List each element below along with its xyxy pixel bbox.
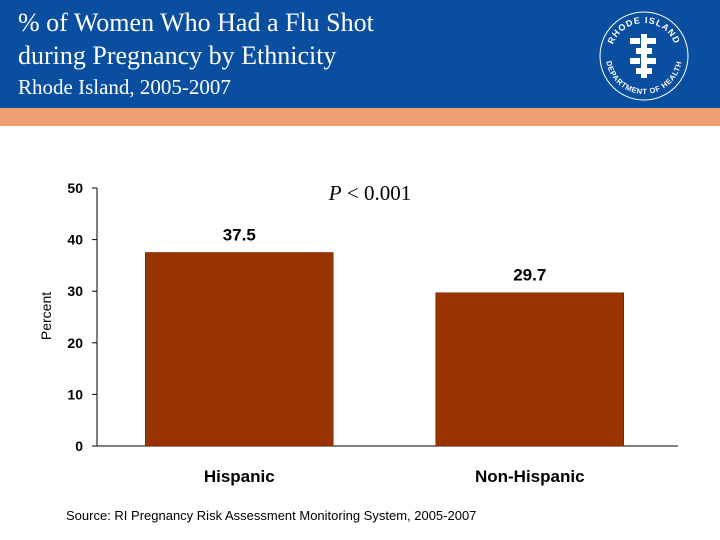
p-value: < 0.001 [342,181,412,205]
y-tick-label-50: 50 [67,180,83,196]
logo-mark [630,34,656,78]
p-symbol: P [328,181,342,205]
y-tick-label-10: 10 [67,386,83,402]
plot-area: 0 10 20 30 40 50 37.5 Hispanic 29.7 Non-Hispanic [67,180,678,486]
category-label-non-hispanic: Non-Hispanic [475,467,585,486]
title-line-1: % of Women Who Had a Flu Shot [18,8,374,37]
y-tick-label-0: 0 [75,438,83,454]
value-label-non-hispanic: 29.7 [513,266,546,285]
slide-subtitle: Rhode Island, 2005-2007 [18,75,231,99]
source-note: Source: RI Pregnancy Risk Assessment Mon… [66,508,477,523]
header-stripe [0,108,720,126]
y-tick-label-40: 40 [67,232,83,248]
bar-hispanic [145,252,334,447]
y-tick-label-30: 30 [67,283,83,299]
bar-chart: 0102030405037.5Hispanic29.7Non-Hispanic … [38,180,678,486]
slide-title: % of Women Who Had a Flu Shot during Pre… [18,6,374,72]
y-tick-label-20: 20 [67,335,83,351]
ri-health-logo: RHODE ISLAND DEPARTMENT OF HEALTH [599,11,689,101]
value-label-hispanic: 37.5 [223,226,256,245]
category-label-hispanic: Hispanic [204,467,275,486]
p-value-annotation: P < 0.001 [328,181,411,205]
bar-non-hispanic [435,292,624,447]
title-line-2: during Pregnancy by Ethnicity [18,41,337,70]
y-axis-label: Percent [38,292,54,340]
slide-header: % of Women Who Had a Flu Shot during Pre… [0,0,720,108]
